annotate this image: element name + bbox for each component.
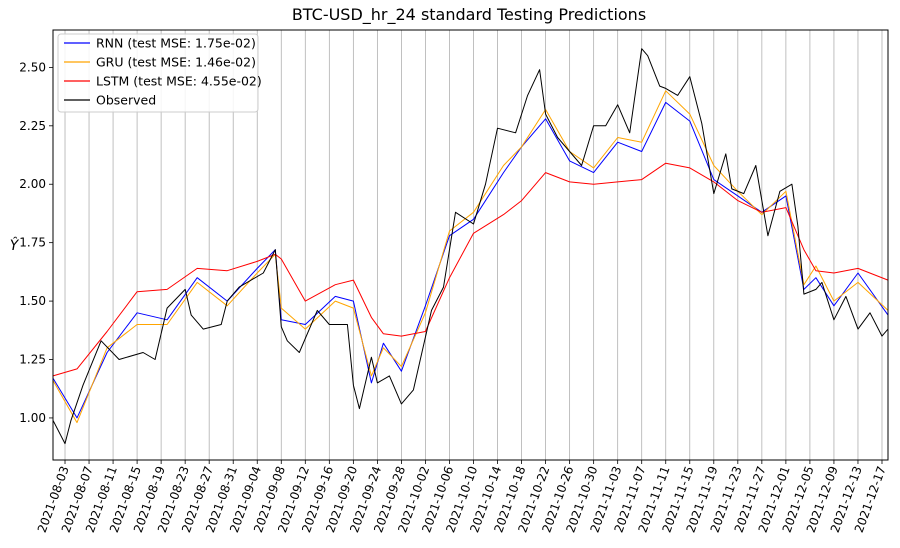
series-line-3 [52,48,889,445]
chart-title: BTC-USD_hr_24 standard Testing Predictio… [292,5,646,25]
legend-label: LSTM (test MSE: 4.55e-02) [96,74,262,89]
plot-frame [52,29,889,461]
series-line-1 [52,90,889,424]
x-axis: 2021-08-032021-08-072021-08-112021-08-15… [35,460,889,535]
y-tick-label: 1.50 [19,294,46,308]
y-tick-label: 2.50 [19,60,46,74]
y-tick-label: 1.00 [19,411,46,425]
y-axis: 1.00 1.25 1.50 1.75 2.00 2.25 2.50 [19,60,53,425]
series-line-0 [52,101,889,419]
legend-label: RNN (test MSE: 1.75e-02) [96,36,256,51]
legend-box [57,33,259,113]
legend-label: GRU (test MSE: 1.46e-02) [96,55,256,70]
y-tick-label: 1.75 [19,236,46,250]
y-tick-label: 2.25 [19,119,46,133]
legend-label: Observed [96,93,156,108]
y-axis-label: Ŷ [10,236,20,254]
series-line-2 [52,162,889,377]
series-lines [52,48,889,445]
legend: RNN (test MSE: 1.75e-02) GRU (test MSE: 1… [57,33,262,113]
y-tick-label: 2.00 [19,177,46,191]
y-tick-label: 1.25 [19,353,46,367]
